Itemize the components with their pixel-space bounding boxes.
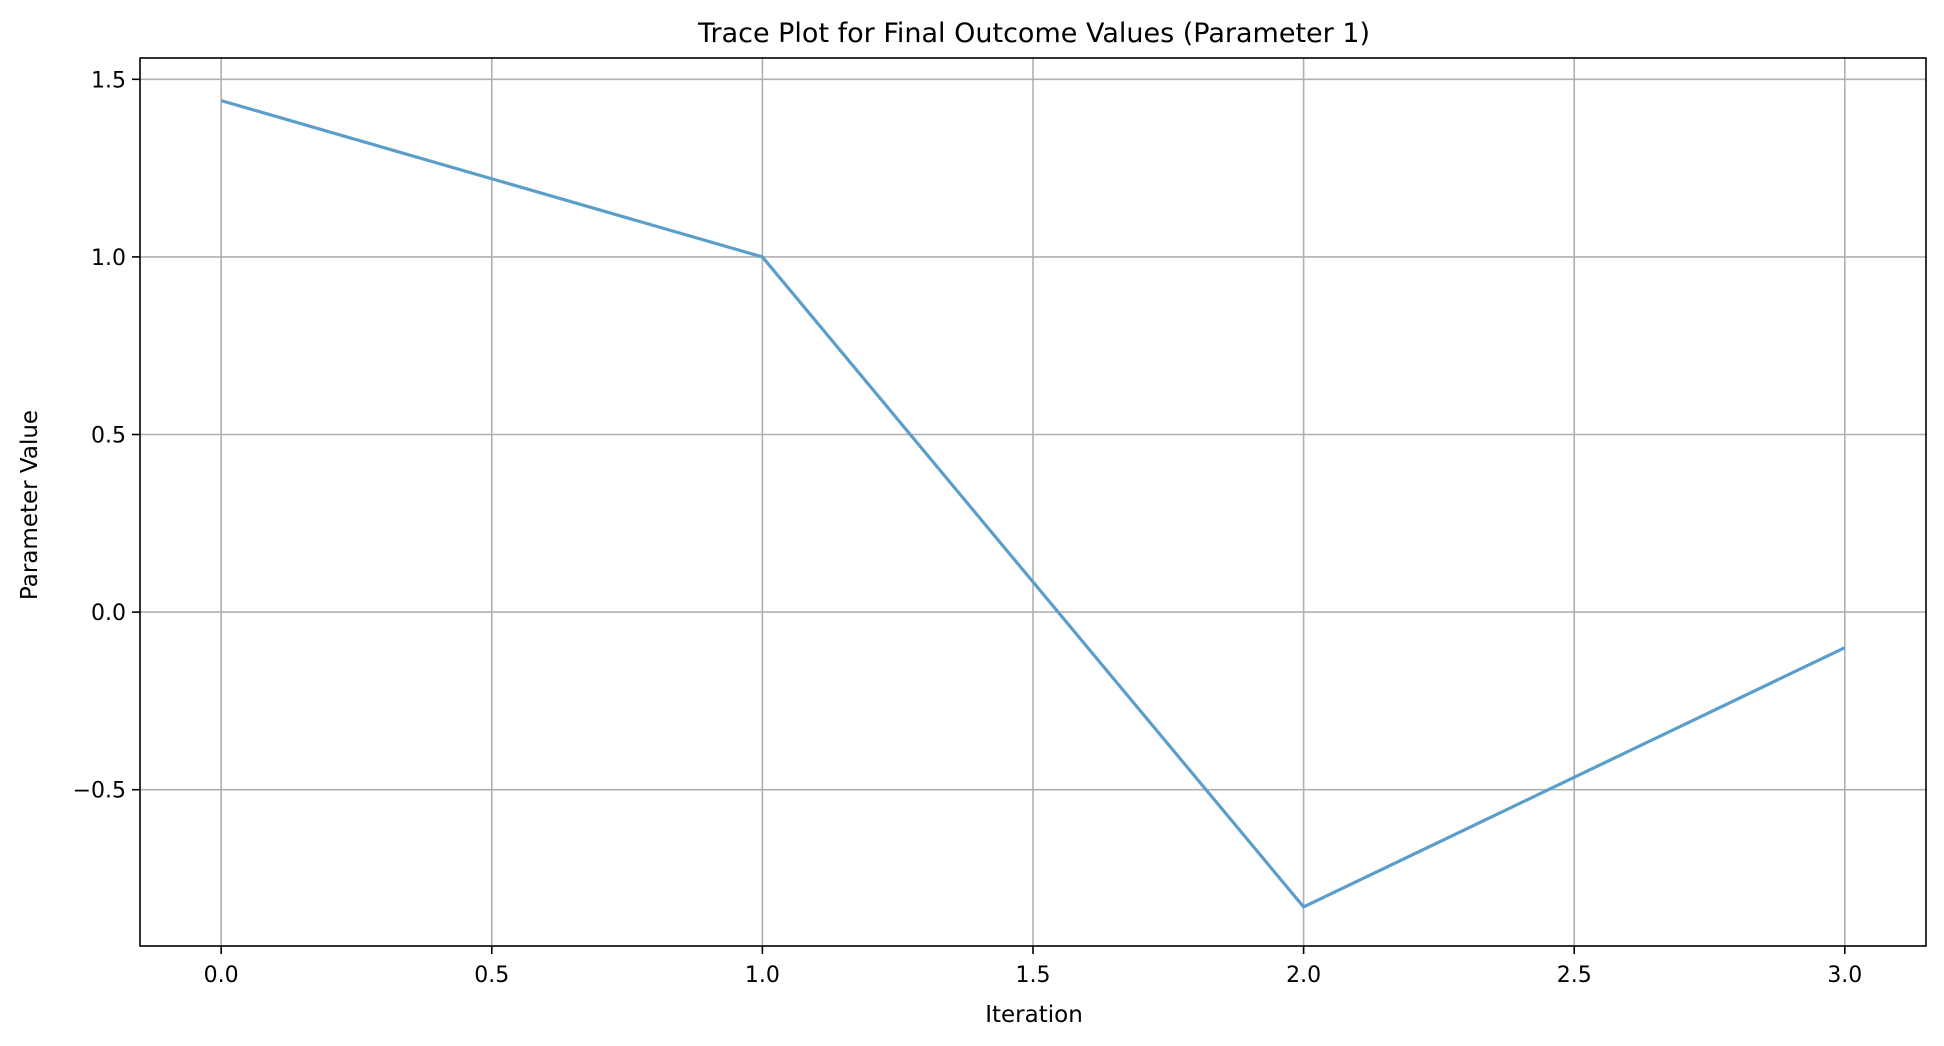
y-axis: −0.5 0.0 0.5 1.0 1.5	[73, 68, 140, 804]
y-tick-label: 0.5	[91, 424, 126, 449]
series-line	[220, 99, 1846, 909]
chart-title: Trace Plot for Final Outcome Values (Par…	[697, 18, 1370, 49]
y-axis-label: Parameter Value	[17, 410, 43, 600]
y-tick-label: −0.5	[73, 779, 126, 804]
x-axis-label: Iteration	[985, 1002, 1083, 1028]
x-tick-label: 0.5	[474, 963, 509, 988]
series-layer	[220, 99, 1846, 909]
y-tick-label: 1.5	[91, 68, 126, 93]
x-tick-label: 2.5	[1557, 963, 1592, 988]
x-tick-label: 3.0	[1827, 963, 1862, 988]
grid-layer	[140, 58, 1926, 946]
x-axis: 0.0 0.5 1.0 1.5 2.0 2.5 3.0	[204, 946, 1862, 988]
y-tick-label: 0.0	[91, 601, 126, 626]
x-tick-label: 0.0	[204, 963, 239, 988]
x-tick-label: 1.0	[745, 963, 780, 988]
x-tick-label: 2.0	[1286, 963, 1321, 988]
y-tick-label: 1.0	[91, 246, 126, 271]
x-tick-label: 1.5	[1016, 963, 1051, 988]
